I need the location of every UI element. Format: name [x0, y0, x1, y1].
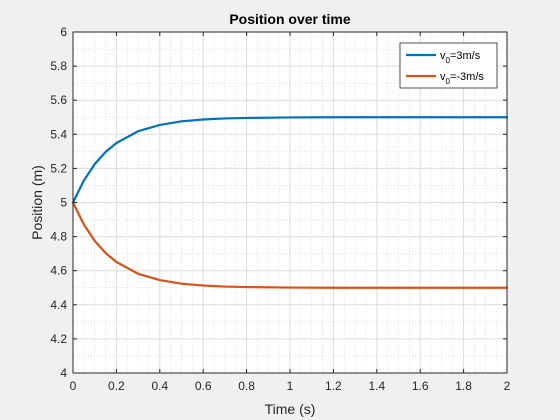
x-tick-label: 2	[504, 379, 511, 393]
tick-marks	[72, 31, 508, 374]
y-tick-label: 4.2	[50, 332, 67, 346]
y-tick-label: 5	[60, 196, 67, 210]
y-tick-label: 4.6	[50, 264, 67, 278]
x-tick-label: 1.4	[368, 379, 385, 393]
legend-items: v0=3m/s v0=-3m/s	[406, 50, 484, 86]
x-tick-label: 1.6	[412, 379, 429, 393]
series-layer	[71, 116, 509, 289]
y-tick-label: 6	[60, 25, 67, 39]
x-tick-labels: 0 0.2 0.4 0.6 0.8 1 1.2 1.4 1.6 1.8 2	[70, 379, 511, 393]
legend-label-1: v0=3m/s	[440, 50, 481, 65]
y-tick-label: 5.6	[50, 93, 67, 107]
x-axis-label: Time (s)	[265, 401, 316, 417]
y-tick-label: 5.2	[50, 161, 67, 175]
y-tick-label: 5.8	[50, 59, 67, 73]
x-tick-label: 0.4	[151, 379, 168, 393]
y-tick-label: 4.8	[50, 230, 67, 244]
x-tick-label: 0.2	[108, 379, 125, 393]
y-tick-label: 5.4	[50, 127, 67, 141]
x-tick-label: 0.8	[238, 379, 255, 393]
series-line-2	[71, 201, 509, 289]
legend: v0=3m/s v0=-3m/s	[399, 42, 498, 89]
legend-box	[399, 42, 498, 89]
y-axis-label: Position (m)	[29, 165, 45, 240]
y-tick-labels: 4 4.2 4.4 4.6 4.8 5 5.2 5.4 5.6 5.8 6	[50, 25, 67, 380]
legend-label-2: v0=-3m/s	[440, 71, 484, 86]
x-tick-label: 0	[70, 379, 77, 393]
chart-title: Position over time	[229, 11, 351, 27]
x-tick-label: 1.2	[325, 379, 342, 393]
y-tick-label: 4.4	[50, 298, 67, 312]
x-tick-label: 0.6	[195, 379, 212, 393]
series-line-1	[71, 116, 509, 204]
x-tick-label: 1.8	[455, 379, 472, 393]
x-tick-label: 1	[287, 379, 294, 393]
y-tick-label: 4	[60, 366, 67, 380]
